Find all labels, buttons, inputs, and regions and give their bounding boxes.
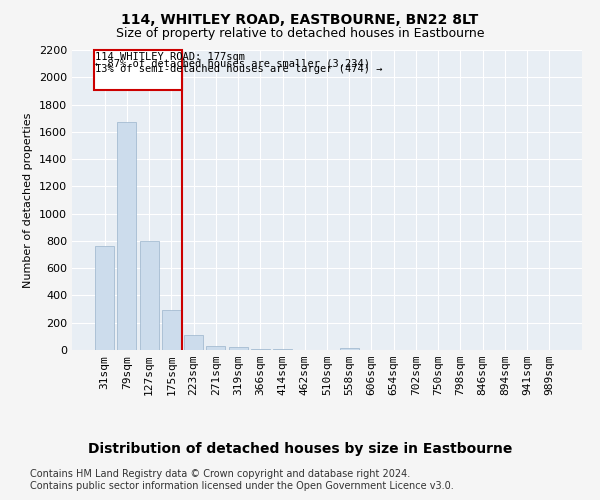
Y-axis label: Number of detached properties: Number of detached properties	[23, 112, 34, 288]
Bar	[206, 346, 225, 350]
Text: Contains HM Land Registry data © Crown copyright and database right 2024.: Contains HM Land Registry data © Crown c…	[30, 469, 410, 479]
Bar	[118, 122, 136, 350]
Text: Distribution of detached houses by size in Eastbourne: Distribution of detached houses by size …	[88, 442, 512, 456]
Bar	[184, 335, 203, 350]
Text: Size of property relative to detached houses in Eastbourne: Size of property relative to detached ho…	[116, 28, 484, 40]
Bar	[340, 348, 359, 350]
Text: 114 WHITLEY ROAD: 177sqm: 114 WHITLEY ROAD: 177sqm	[95, 52, 245, 62]
Text: Contains public sector information licensed under the Open Government Licence v3: Contains public sector information licen…	[30, 481, 454, 491]
Bar	[229, 348, 248, 350]
Bar	[251, 348, 270, 350]
Text: 114, WHITLEY ROAD, EASTBOURNE, BN22 8LT: 114, WHITLEY ROAD, EASTBOURNE, BN22 8LT	[121, 12, 479, 26]
Bar	[95, 246, 114, 350]
Bar	[162, 310, 181, 350]
Text: 13% of semi-detached houses are larger (474) →: 13% of semi-detached houses are larger (…	[95, 64, 382, 74]
FancyBboxPatch shape	[94, 50, 182, 90]
Text: ← 87% of detached houses are smaller (3,234): ← 87% of detached houses are smaller (3,…	[95, 58, 370, 68]
Bar	[140, 241, 158, 350]
